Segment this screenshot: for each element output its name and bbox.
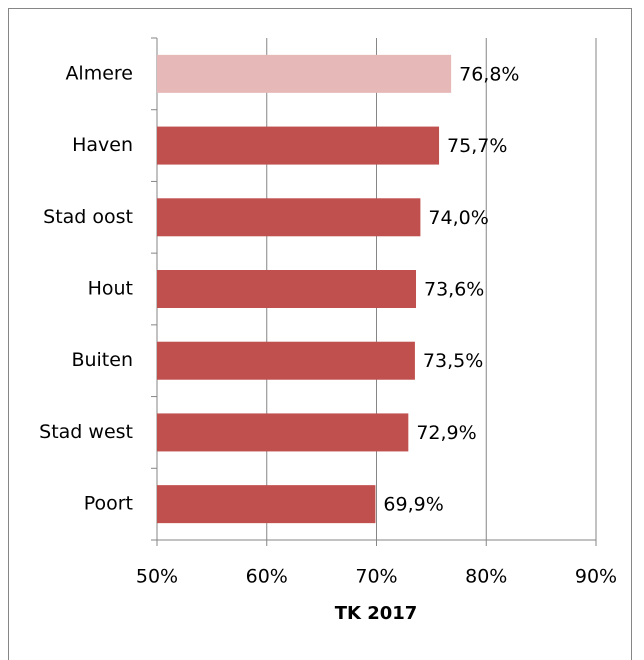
data-label: 75,7% — [447, 135, 507, 157]
x-tick-label: 50% — [136, 566, 178, 588]
y-tick-label: Hout — [88, 278, 133, 300]
bar — [157, 485, 376, 524]
y-tick-label: Poort — [84, 493, 133, 515]
x-tick-label: 70% — [355, 566, 397, 588]
x-tick-label: 90% — [575, 566, 617, 588]
y-tick-label: Stad oost — [43, 206, 133, 228]
y-tick-label: Stad west — [39, 421, 133, 443]
bar — [157, 270, 417, 308]
y-tick-label: Almere — [65, 62, 133, 84]
data-label: 69,9% — [383, 494, 443, 516]
y-tick-label: Buiten — [71, 349, 133, 371]
x-tick-label: 60% — [246, 566, 288, 588]
y-tick-label: Haven — [72, 134, 133, 156]
data-label: 76,8% — [459, 63, 519, 85]
data-label: 72,9% — [416, 422, 476, 444]
data-label: 73,6% — [424, 279, 484, 301]
bar — [157, 198, 421, 237]
x-axis-title: TK 2017 — [335, 603, 418, 624]
chart-frame — [8, 8, 632, 660]
bar — [157, 413, 409, 452]
x-tick-label: 80% — [465, 566, 507, 588]
bar — [157, 54, 452, 93]
data-label: 73,5% — [423, 350, 483, 372]
data-label: 74,0% — [428, 207, 488, 229]
bar — [157, 126, 440, 165]
bar — [157, 341, 415, 380]
